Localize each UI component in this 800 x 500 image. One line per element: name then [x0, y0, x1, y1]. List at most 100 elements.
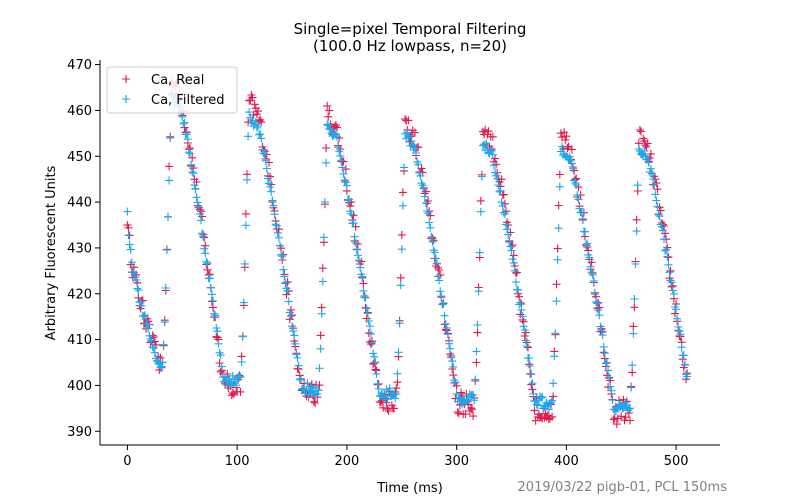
data-point	[421, 199, 430, 207]
data-point	[593, 299, 602, 308]
data-point	[243, 175, 251, 184]
data-point	[126, 245, 135, 254]
data-point	[383, 405, 392, 414]
data-point	[130, 268, 138, 277]
x-tick-label: 500	[664, 454, 689, 469]
data-point	[653, 185, 662, 194]
chart-title-line1: Single=pixel Temporal Filtering	[294, 20, 527, 38]
data-point	[223, 381, 232, 390]
data-point	[588, 270, 597, 279]
data-point	[214, 339, 223, 348]
data-point	[457, 388, 465, 397]
data-point	[385, 384, 394, 393]
data-point	[210, 309, 219, 318]
data-point	[524, 343, 532, 352]
data-point	[633, 181, 642, 190]
data-point	[190, 181, 199, 190]
data-point	[628, 368, 637, 377]
data-point	[585, 253, 594, 262]
x-tick-label: 200	[334, 454, 359, 469]
data-point	[606, 382, 615, 391]
data-point	[632, 227, 641, 236]
data-point	[350, 232, 359, 241]
data-point	[310, 397, 318, 406]
data-point	[491, 168, 499, 177]
data-point	[646, 164, 655, 173]
data-point	[322, 144, 331, 152]
data-point	[499, 208, 508, 217]
data-point	[133, 284, 142, 293]
data-point	[326, 125, 335, 134]
data-point	[397, 230, 406, 239]
data-point	[640, 146, 649, 155]
data-point	[632, 215, 641, 224]
data-point	[194, 203, 203, 212]
data-point	[548, 396, 557, 405]
data-point	[150, 348, 159, 357]
data-point	[165, 162, 174, 171]
data-point	[592, 297, 600, 306]
data-point	[565, 152, 574, 161]
data-point	[629, 322, 638, 331]
data-point	[574, 195, 583, 204]
data-point	[544, 405, 553, 414]
data-point	[370, 352, 379, 361]
data-point	[443, 330, 452, 339]
data-point	[296, 374, 305, 383]
data-point	[351, 238, 360, 247]
data-point	[240, 259, 249, 268]
data-point	[516, 298, 525, 307]
data-point	[125, 240, 134, 249]
data-point	[286, 312, 295, 321]
data-point	[382, 398, 391, 407]
data-point	[184, 148, 193, 157]
data-point	[497, 175, 506, 184]
data-point	[353, 251, 362, 260]
data-point	[605, 373, 614, 382]
data-point	[533, 401, 542, 410]
data-point	[494, 181, 503, 189]
data-point	[202, 257, 211, 266]
data-point	[655, 212, 664, 221]
data-point	[338, 163, 347, 172]
data-point	[461, 410, 470, 418]
data-point	[323, 101, 332, 110]
data-point	[323, 120, 332, 129]
data-point	[511, 278, 520, 287]
data-point	[356, 263, 365, 272]
data-point	[502, 220, 510, 229]
data-point	[371, 358, 380, 367]
data-point	[645, 168, 654, 177]
data-point	[340, 176, 349, 185]
data-point	[284, 297, 293, 306]
data-point	[198, 229, 207, 238]
data-point	[449, 363, 458, 371]
data-point	[283, 277, 292, 286]
data-point	[521, 336, 530, 345]
data-point	[147, 336, 156, 345]
data-point	[165, 176, 174, 185]
data-point	[522, 342, 531, 351]
data-point	[187, 160, 196, 169]
data-point	[431, 254, 440, 263]
data-point	[608, 396, 617, 405]
data-point	[493, 174, 502, 183]
data-point	[471, 375, 480, 384]
data-point	[474, 287, 483, 296]
data-point	[362, 304, 371, 313]
data-point	[513, 268, 521, 277]
data-point	[655, 203, 664, 212]
legend-box	[106, 66, 238, 114]
data-point	[583, 239, 592, 248]
data-point	[273, 229, 282, 237]
data-point	[364, 317, 373, 325]
chart-title-line2: (100.0 Hz lowpass, n=20)	[313, 37, 507, 55]
data-point	[563, 144, 572, 152]
y-tick-label: 390	[67, 425, 92, 440]
data-point	[590, 288, 599, 297]
data-point	[321, 198, 329, 206]
data-point	[417, 179, 426, 188]
data-point	[629, 329, 638, 338]
data-point	[664, 253, 673, 262]
